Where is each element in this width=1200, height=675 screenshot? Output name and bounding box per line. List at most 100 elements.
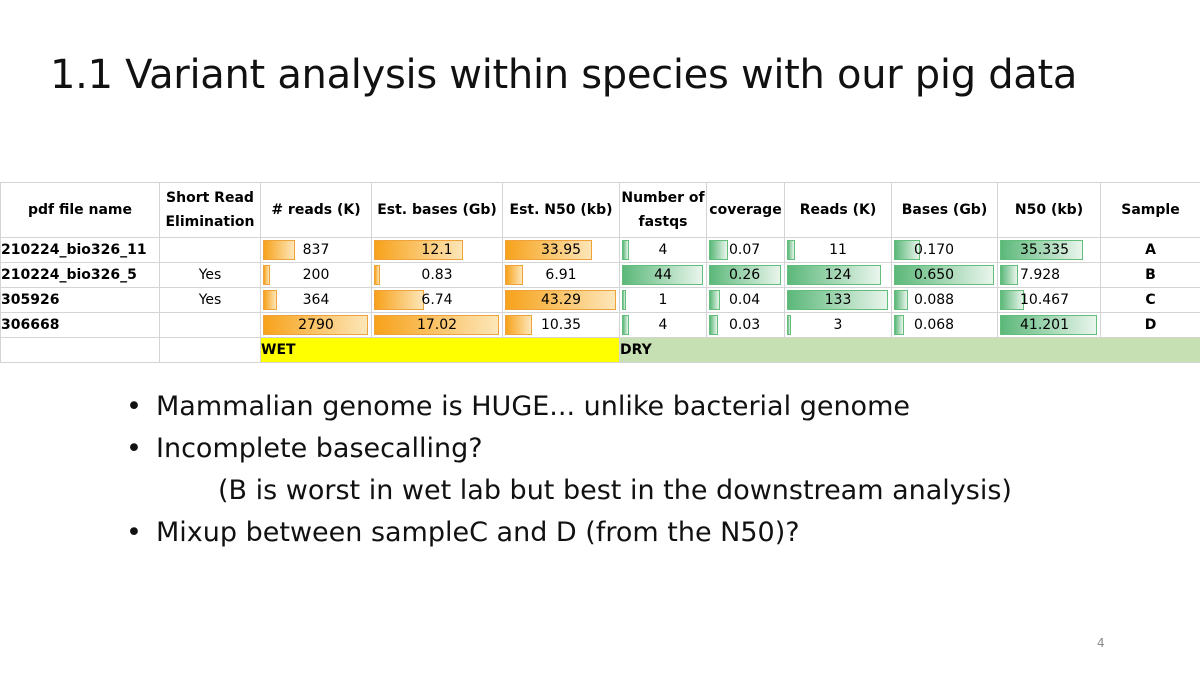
- cell-value: 200: [302, 267, 330, 283]
- cell-short-read: Yes: [159, 287, 261, 313]
- cell-short-read: Yes: [159, 262, 261, 288]
- bullet-subtext: (B is worst in wet lab but best in the d…: [120, 470, 1012, 512]
- bullet-item: • Mixup between sampleC and D (from the N…: [120, 512, 1012, 554]
- header-short-read-elimination: Short Read Elimination: [159, 182, 261, 238]
- cell-short-read: [159, 237, 261, 263]
- cell-bases: 0.650: [891, 262, 998, 288]
- cell-value: 11: [829, 242, 847, 258]
- header-n50-kb: N50 (kb): [997, 182, 1101, 238]
- footer-empty-cell: [0, 337, 160, 363]
- bullet-text: (B is worst in wet lab but best in the d…: [218, 475, 1012, 506]
- bullet-dot-icon: •: [126, 391, 142, 422]
- header-sample: Sample: [1100, 182, 1200, 238]
- table-row: 306668 2790 17.02 10.35 4 0.03 3 0.068 41.201 D: [0, 312, 1200, 338]
- cell-value: 41.201: [1020, 317, 1069, 333]
- cell-value: 0.170: [914, 242, 955, 258]
- cell-short-read: [159, 312, 261, 338]
- cell-reads: 200: [260, 262, 372, 288]
- data-bar: [374, 240, 463, 260]
- header-bases-gb: Bases (Gb): [891, 182, 998, 238]
- pig-data-table: pdf file name Short Read Elimination # r…: [0, 182, 1200, 363]
- cell-name: 210224_bio326_5: [0, 262, 160, 288]
- cell-reads2: 11: [784, 237, 892, 263]
- cell-value: 3: [833, 317, 843, 333]
- data-bar: [709, 265, 781, 285]
- cell-sample: C: [1100, 287, 1200, 313]
- cell-value: 0.26: [729, 267, 761, 283]
- data-bar: [1000, 240, 1083, 260]
- table-row: 210224_bio326_5 Yes 200 0.83 6.91 44 0.26 124 0.…: [0, 262, 1200, 288]
- cell-value: 124: [824, 267, 852, 283]
- cell-value: 17.02: [416, 317, 458, 333]
- bullet-item: • Mammalian genome is HUGE... unlike bact…: [120, 386, 1012, 428]
- cell-value: 6.91: [545, 267, 577, 283]
- cell-bases: 0.088: [891, 287, 998, 313]
- cell-est-n50: 10.35: [502, 312, 620, 338]
- cell-reads2: 133: [784, 287, 892, 313]
- cell-est-n50: 6.91: [502, 262, 620, 288]
- cell-est-bases: 12.1: [371, 237, 503, 263]
- data-bar: [1000, 290, 1024, 310]
- data-bar: [894, 265, 994, 285]
- data-bar: [622, 290, 626, 310]
- cell-coverage: 0.07: [706, 237, 785, 263]
- cell-reads2: 124: [784, 262, 892, 288]
- data-bar: [1000, 265, 1018, 285]
- data-bar: [709, 240, 728, 260]
- data-bar: [622, 240, 629, 260]
- data-bar: [894, 315, 904, 335]
- cell-est-n50: 33.95: [502, 237, 620, 263]
- header-reads-k: Reads (K): [784, 182, 892, 238]
- cell-value: 43.29: [540, 292, 582, 308]
- header-est-bases: Est. bases (Gb): [371, 182, 503, 238]
- cell-coverage: 0.04: [706, 287, 785, 313]
- cell-coverage: 0.03: [706, 312, 785, 338]
- cell-n50: 10.467: [997, 287, 1101, 313]
- cell-value: 364: [302, 292, 330, 308]
- cell-value: 0.04: [729, 292, 761, 308]
- data-bar: [894, 240, 920, 260]
- cell-n50: 41.201: [997, 312, 1101, 338]
- cell-value: 133: [824, 292, 852, 308]
- cell-bases: 0.170: [891, 237, 998, 263]
- table-row: 305926 Yes 364 6.74 43.29 1 0.04 133 0.088 10.467…: [0, 287, 1200, 313]
- cell-value: 7.928: [1020, 267, 1061, 283]
- cell-value: 1: [658, 292, 668, 308]
- cell-value: 44: [654, 267, 672, 283]
- cell-sample: D: [1100, 312, 1200, 338]
- cell-num-fastqs: 4: [619, 237, 707, 263]
- data-bar: [263, 290, 277, 310]
- cell-reads2: 3: [784, 312, 892, 338]
- cell-value: 0.83: [421, 267, 453, 283]
- data-bar: [787, 290, 888, 310]
- cell-est-bases: 6.74: [371, 287, 503, 313]
- data-bar: [263, 315, 368, 335]
- cell-value: 12.1: [421, 242, 453, 258]
- bullet-list: • Mammalian genome is HUGE... unlike bact…: [120, 386, 1012, 554]
- data-bar: [505, 315, 532, 335]
- data-bar: [374, 290, 424, 310]
- cell-name: 306668: [0, 312, 160, 338]
- cell-coverage: 0.26: [706, 262, 785, 288]
- cell-value: 0.088: [914, 292, 955, 308]
- header-reads: # reads (K): [260, 182, 372, 238]
- bullet-text: Mammalian genome is HUGE... unlike bacte…: [156, 391, 910, 422]
- cell-value: 10.467: [1020, 292, 1069, 308]
- data-bar: [374, 315, 499, 335]
- cell-value: 4: [658, 317, 668, 333]
- data-bar: [505, 240, 592, 260]
- data-bar: [787, 240, 795, 260]
- cell-reads: 364: [260, 287, 372, 313]
- bullet-dot-icon: •: [126, 433, 142, 464]
- cell-value: 6.74: [421, 292, 453, 308]
- cell-sample: A: [1100, 237, 1200, 263]
- cell-num-fastqs: 4: [619, 312, 707, 338]
- cell-est-n50: 43.29: [502, 287, 620, 313]
- cell-value: 0.068: [914, 317, 955, 333]
- cell-num-fastqs: 1: [619, 287, 707, 313]
- cell-bases: 0.068: [891, 312, 998, 338]
- header-number-of-fastqs: Number of fastqs: [619, 182, 707, 238]
- wet-dry-row: WET DRY: [0, 337, 1200, 363]
- data-bar: [622, 315, 629, 335]
- data-bar: [263, 240, 295, 260]
